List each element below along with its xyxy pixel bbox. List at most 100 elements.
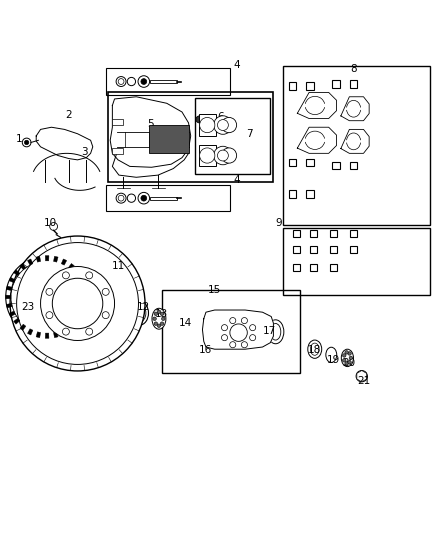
Bar <box>162 290 300 373</box>
Circle shape <box>348 361 351 364</box>
Wedge shape <box>68 263 74 270</box>
Wedge shape <box>83 295 88 299</box>
Wedge shape <box>82 303 88 308</box>
Wedge shape <box>61 329 67 335</box>
Wedge shape <box>6 295 11 299</box>
Wedge shape <box>28 329 33 335</box>
Circle shape <box>46 312 53 319</box>
Circle shape <box>218 150 228 161</box>
Wedge shape <box>74 270 81 276</box>
Ellipse shape <box>341 349 353 367</box>
Circle shape <box>118 195 124 201</box>
Circle shape <box>141 79 147 84</box>
Circle shape <box>138 76 150 87</box>
Circle shape <box>348 352 351 355</box>
Text: 16: 16 <box>198 345 212 355</box>
Bar <box>350 161 357 169</box>
Text: 13: 13 <box>155 309 168 319</box>
Circle shape <box>230 324 247 341</box>
Circle shape <box>86 328 93 335</box>
Text: 14: 14 <box>178 318 192 328</box>
Text: 1: 1 <box>15 134 22 144</box>
Ellipse shape <box>308 340 322 358</box>
Ellipse shape <box>270 324 281 340</box>
Circle shape <box>221 117 237 133</box>
Polygon shape <box>110 97 191 167</box>
Text: 5: 5 <box>147 119 154 129</box>
Text: 21: 21 <box>357 376 371 386</box>
Bar <box>330 246 337 254</box>
Polygon shape <box>297 127 336 154</box>
Ellipse shape <box>207 324 218 341</box>
Circle shape <box>214 116 232 134</box>
Ellipse shape <box>134 304 146 322</box>
Wedge shape <box>20 263 26 270</box>
Text: 12: 12 <box>137 302 150 312</box>
Bar <box>289 158 297 166</box>
Circle shape <box>62 328 69 335</box>
Wedge shape <box>61 259 67 265</box>
Circle shape <box>138 192 150 204</box>
Circle shape <box>230 318 236 324</box>
Circle shape <box>214 146 232 165</box>
Circle shape <box>102 312 109 319</box>
Circle shape <box>25 140 29 144</box>
Bar <box>332 161 340 169</box>
Text: 7: 7 <box>246 129 253 139</box>
Wedge shape <box>9 277 15 283</box>
Bar <box>195 98 270 174</box>
Bar <box>289 83 297 90</box>
Circle shape <box>200 148 215 163</box>
Circle shape <box>153 317 156 320</box>
Wedge shape <box>7 286 12 290</box>
Bar <box>198 144 216 166</box>
Circle shape <box>345 362 348 365</box>
Circle shape <box>41 266 115 341</box>
Wedge shape <box>28 259 33 265</box>
Polygon shape <box>341 97 369 120</box>
Circle shape <box>160 322 164 325</box>
Bar <box>198 114 216 136</box>
Bar <box>311 246 318 254</box>
Bar <box>330 264 337 271</box>
Circle shape <box>22 138 31 147</box>
Circle shape <box>250 325 256 330</box>
Circle shape <box>230 342 236 348</box>
Circle shape <box>118 79 124 84</box>
Bar <box>311 264 318 271</box>
Wedge shape <box>45 333 49 338</box>
Text: 6: 6 <box>217 112 224 122</box>
Circle shape <box>102 288 109 295</box>
Circle shape <box>250 335 256 341</box>
Text: 9: 9 <box>276 218 283 228</box>
Circle shape <box>46 288 53 295</box>
Polygon shape <box>36 127 93 160</box>
Ellipse shape <box>151 123 160 128</box>
Bar <box>113 118 123 125</box>
Text: 3: 3 <box>81 148 88 157</box>
Bar <box>350 246 357 254</box>
Circle shape <box>17 243 138 365</box>
Circle shape <box>356 370 367 382</box>
Circle shape <box>222 325 228 330</box>
Circle shape <box>221 148 237 163</box>
Polygon shape <box>297 92 336 118</box>
Circle shape <box>116 193 126 203</box>
Circle shape <box>154 312 158 316</box>
Text: 8: 8 <box>350 64 357 74</box>
Circle shape <box>10 236 145 371</box>
Bar <box>350 80 357 88</box>
Wedge shape <box>20 324 26 330</box>
Ellipse shape <box>131 301 148 325</box>
Polygon shape <box>202 310 273 349</box>
Polygon shape <box>341 130 369 154</box>
Wedge shape <box>45 256 49 261</box>
Bar <box>289 190 297 198</box>
Circle shape <box>6 256 88 338</box>
Circle shape <box>162 317 165 320</box>
Wedge shape <box>79 311 85 317</box>
Ellipse shape <box>204 320 221 345</box>
Wedge shape <box>53 332 58 337</box>
Bar <box>113 148 123 154</box>
Circle shape <box>343 359 346 362</box>
